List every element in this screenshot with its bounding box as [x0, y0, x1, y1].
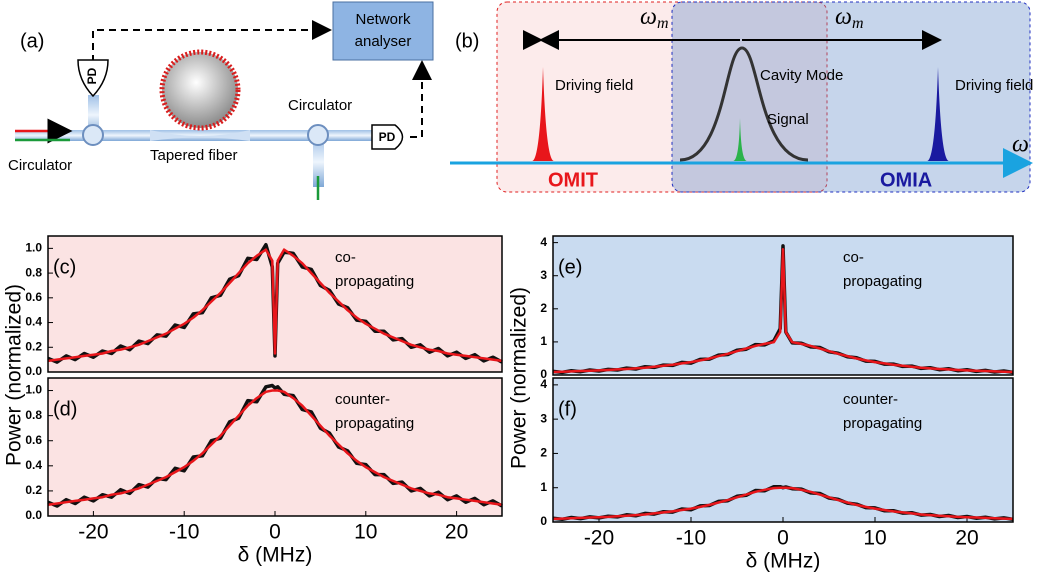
y-tick-label: 2 [540, 446, 547, 460]
x-tick-label: 20 [955, 527, 978, 550]
y-tick-label: 1 [540, 480, 547, 494]
x-tick-label: 20 [445, 521, 468, 544]
label: Tapered fiber [150, 147, 238, 164]
detector [371, 124, 404, 150]
x-tick-label: -20 [584, 527, 614, 550]
panel-label: (c) [53, 256, 76, 278]
y-tick-label: 0.8 [25, 408, 42, 422]
panel-label: (e) [558, 256, 582, 278]
pd-text: PD [379, 130, 396, 144]
y-axis-label: Power (normalized) [508, 287, 531, 469]
panel-label: (a) [20, 30, 44, 52]
y-tick-label: 3 [540, 411, 547, 425]
panel-label: (f) [558, 398, 577, 420]
y-tick-label: 1 [540, 334, 547, 348]
omega: ω [1012, 132, 1029, 158]
x-tick-label: -20 [78, 521, 108, 544]
label: Driving field [955, 77, 1033, 94]
plot-frame [47, 235, 503, 373]
resonator [159, 49, 241, 131]
driving-peak [927, 67, 949, 161]
subscript: m [852, 15, 864, 32]
dashed-link [410, 60, 432, 138]
y-tick-label: 0.6 [25, 433, 42, 447]
annotation: counter- [843, 391, 898, 408]
annotation: co- [843, 249, 864, 266]
annotation: propagating [335, 415, 414, 432]
y-tick-label: 4 [540, 235, 547, 249]
y-tick-label: 0.4 [25, 458, 42, 472]
omega-m: ωm [835, 4, 864, 32]
detector [77, 59, 109, 98]
signal-peak [733, 118, 747, 161]
omia-label: OMIA [880, 169, 932, 191]
label: Cavity Mode [760, 67, 843, 84]
label: Signal [767, 111, 809, 128]
x-axis-label: δ (MHz) [238, 544, 313, 567]
fiber [15, 130, 375, 141]
symbol: ω [835, 4, 852, 30]
x-tick-label: 10 [863, 527, 886, 550]
annotation: propagating [335, 273, 414, 290]
circulator [82, 124, 104, 146]
x-tick-label: -10 [169, 521, 199, 544]
plot-frame [47, 377, 503, 517]
x-tick-label: -10 [676, 527, 706, 550]
fiber [313, 137, 324, 187]
x-tick-label: 0 [777, 527, 789, 550]
annotation: propagating [843, 415, 922, 432]
y-tick-label: 0 [540, 367, 547, 381]
y-tick-label: 0.0 [25, 508, 42, 522]
box-text: analyser [355, 33, 412, 50]
y-tick-label: 0 [540, 514, 547, 528]
y-tick-label: 0.4 [25, 315, 42, 329]
omit-label: OMIT [548, 169, 598, 191]
label: Circulator [8, 157, 72, 174]
y-tick-label: 0.6 [25, 290, 42, 304]
fit-line [47, 248, 503, 363]
panel-label: (d) [53, 398, 77, 420]
taper [150, 130, 250, 141]
plot-frame [552, 377, 1014, 523]
label: Driving field [555, 77, 633, 94]
omega-m: ωm [640, 4, 669, 32]
x-axis-label: δ (MHz) [746, 550, 821, 572]
annotation: counter- [335, 391, 390, 408]
fiber [88, 95, 99, 135]
label: Circulator [288, 97, 352, 114]
y-tick-label: 2 [540, 301, 547, 315]
y-tick-label: 1.0 [25, 383, 42, 397]
box-text: Network [355, 11, 411, 28]
panel-b: (b) ωm ωm Driving field Driving field Ca… [450, 1, 1033, 193]
fit-line [552, 486, 1014, 521]
panel-a: (a) Network analyser PD PD Circulator Ci… [8, 1, 434, 200]
y-tick-label: 0.8 [25, 265, 42, 279]
driving-peak [532, 67, 554, 161]
plot-frame [552, 235, 1014, 376]
y-tick-label: 3 [540, 268, 547, 282]
cavity-mode [679, 46, 809, 162]
pd-text: PD [85, 67, 99, 84]
subscript: m [657, 15, 669, 32]
fit-line [552, 247, 1014, 374]
x-tick-label: 10 [354, 521, 377, 544]
annotation: co- [335, 249, 356, 266]
panel-label: (b) [455, 30, 479, 52]
symbol: ω [640, 4, 657, 30]
annotation: propagating [843, 273, 922, 290]
y-tick-label: 0.2 [25, 339, 42, 353]
y-tick-label: 4 [540, 377, 547, 391]
y-axis-label: Power (normalized) [3, 284, 26, 466]
plot-background [553, 378, 1013, 522]
circulator [307, 124, 329, 146]
y-tick-label: 1.0 [25, 241, 42, 255]
y-tick-label: 0.2 [25, 483, 42, 497]
fit-line [47, 389, 503, 506]
network-analyser [332, 1, 434, 61]
y-tick-label: 0.0 [25, 364, 42, 378]
x-tick-label: 0 [269, 521, 281, 544]
